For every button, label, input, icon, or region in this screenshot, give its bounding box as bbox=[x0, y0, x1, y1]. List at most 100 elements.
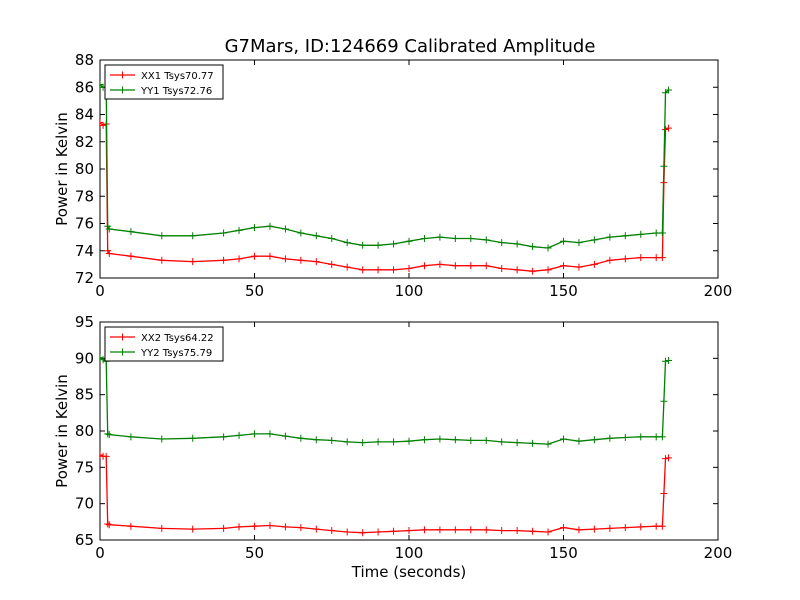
data-point bbox=[467, 436, 475, 444]
data-point bbox=[281, 523, 289, 531]
data-point bbox=[560, 262, 567, 270]
data-point bbox=[658, 522, 666, 530]
data-point bbox=[660, 489, 668, 497]
data-point bbox=[220, 256, 228, 264]
data-point bbox=[513, 266, 521, 274]
data-point bbox=[158, 256, 166, 264]
data-point bbox=[405, 264, 413, 272]
y-tick-label: 86 bbox=[75, 78, 94, 96]
x-tick-label: 200 bbox=[704, 544, 733, 562]
data-point bbox=[575, 239, 583, 247]
data-point bbox=[374, 266, 382, 274]
data-point bbox=[621, 255, 629, 263]
data-point bbox=[420, 262, 428, 270]
data-point bbox=[405, 527, 413, 535]
data-point bbox=[220, 433, 228, 441]
y-tick-label: 65 bbox=[75, 531, 94, 549]
data-point bbox=[451, 436, 459, 444]
data-point bbox=[513, 527, 521, 535]
y-tick-label: 75 bbox=[75, 458, 94, 476]
data-point bbox=[661, 125, 669, 133]
data-point bbox=[621, 434, 629, 442]
x-tick-label: 50 bbox=[245, 544, 264, 562]
data-point bbox=[328, 527, 336, 535]
data-point bbox=[266, 430, 274, 438]
data-point bbox=[606, 233, 614, 241]
data-point bbox=[560, 237, 567, 245]
data-point bbox=[343, 438, 351, 446]
data-point bbox=[281, 225, 289, 233]
data-point bbox=[544, 244, 552, 252]
data-point bbox=[637, 433, 645, 441]
y-axis-label: Power in Kelvin bbox=[53, 374, 71, 488]
legend-box bbox=[104, 326, 224, 362]
data-point bbox=[127, 522, 135, 530]
data-point bbox=[359, 241, 367, 249]
data-point bbox=[235, 431, 243, 439]
data-point bbox=[359, 266, 367, 274]
data-point bbox=[127, 433, 135, 441]
legend-marker bbox=[119, 333, 126, 341]
data-point bbox=[374, 438, 382, 446]
data-point bbox=[105, 431, 113, 439]
data-point bbox=[658, 433, 666, 441]
data-point bbox=[189, 434, 197, 442]
data-point bbox=[297, 524, 305, 532]
data-point bbox=[235, 255, 243, 263]
data-point bbox=[467, 234, 475, 242]
y-tick-label: 72 bbox=[75, 269, 94, 287]
data-point bbox=[100, 354, 104, 362]
data-point bbox=[451, 262, 459, 270]
data-point bbox=[390, 527, 398, 535]
data-point bbox=[251, 224, 258, 232]
y-tick-label: 95 bbox=[75, 313, 94, 331]
data-point bbox=[105, 521, 113, 529]
data-point bbox=[100, 451, 104, 459]
data-point bbox=[560, 435, 567, 443]
data-point bbox=[104, 520, 112, 528]
data-point bbox=[513, 240, 521, 248]
data-point bbox=[436, 233, 444, 241]
data-point bbox=[251, 430, 258, 438]
chart-top: 0 50 100 150 200 72 74 76 78 80 82 84 86 88 Power in K… bbox=[53, 51, 732, 300]
data-point bbox=[102, 452, 110, 460]
data-point bbox=[436, 526, 444, 534]
legend-marker bbox=[119, 348, 126, 356]
data-point bbox=[660, 162, 668, 170]
data-point bbox=[251, 522, 258, 530]
data-point bbox=[665, 124, 673, 132]
chart-bottom: 0 50 100 150 200 65 70 75 80 85 90 95 Power in Kelvi… bbox=[53, 313, 732, 581]
data-point bbox=[312, 258, 320, 266]
data-point bbox=[266, 521, 274, 529]
data-point bbox=[266, 252, 274, 260]
data-point bbox=[100, 119, 104, 127]
data-point bbox=[575, 437, 583, 445]
data-point bbox=[105, 249, 113, 257]
data-point bbox=[482, 436, 490, 444]
data-point bbox=[359, 529, 367, 537]
data-point bbox=[220, 229, 228, 237]
data-point bbox=[390, 240, 398, 248]
data-point bbox=[606, 524, 614, 532]
x-tick-label: 200 bbox=[704, 282, 733, 300]
data-point bbox=[498, 239, 506, 247]
data-point bbox=[405, 437, 413, 445]
y-tick-label: 78 bbox=[75, 187, 94, 205]
data-point bbox=[281, 255, 289, 263]
data-point bbox=[359, 439, 367, 447]
data-point bbox=[328, 260, 336, 268]
data-point bbox=[235, 226, 243, 234]
data-point bbox=[590, 236, 598, 244]
y-tick-label: 74 bbox=[75, 242, 94, 260]
series-yy2 bbox=[100, 354, 673, 448]
data-point bbox=[660, 397, 668, 405]
data-point bbox=[637, 254, 645, 262]
data-point bbox=[513, 439, 521, 447]
data-point bbox=[189, 525, 197, 533]
y-tick-label: 70 bbox=[75, 495, 94, 513]
y-tick-label: 80 bbox=[75, 422, 94, 440]
x-tick-label: 150 bbox=[549, 282, 578, 300]
legend-label: YY1 Tsys72.76 bbox=[140, 86, 212, 97]
